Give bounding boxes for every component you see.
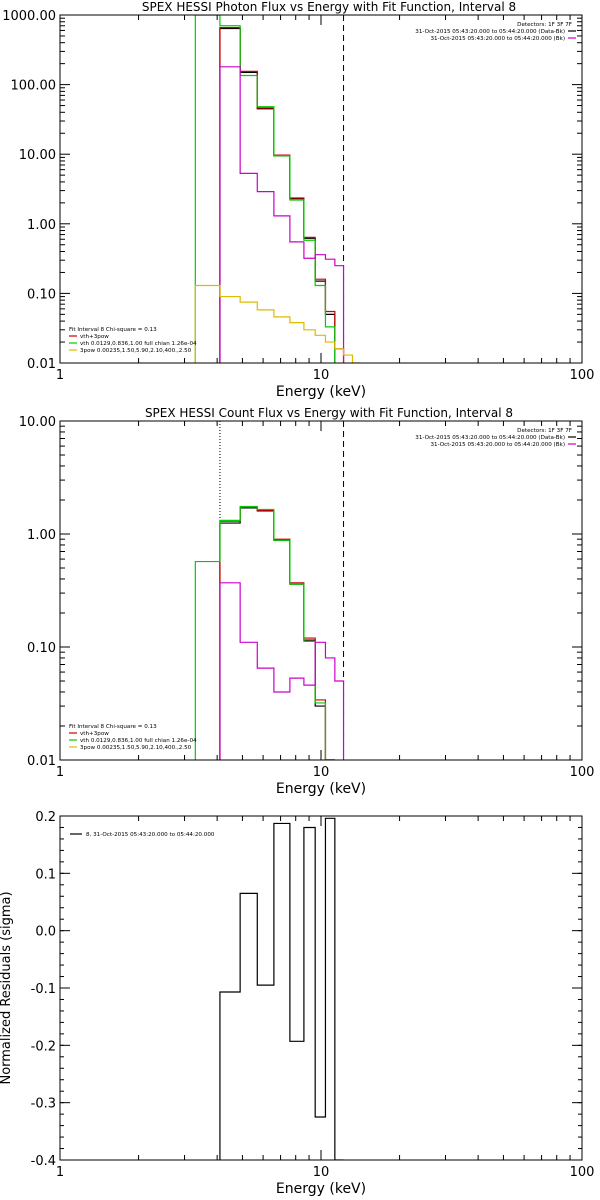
y-tick-label: 1.00 bbox=[27, 528, 56, 543]
legend-entry-text: vth 0.0129,0.836,1.00 full chian 1.26e-0… bbox=[80, 738, 197, 744]
y-tick-label: 10.00 bbox=[19, 148, 56, 163]
y-axis-label: Normalized Residuals (sigma) bbox=[0, 891, 14, 1084]
series-group bbox=[194, 15, 361, 363]
y-tick-label: -0.3 bbox=[31, 1097, 56, 1112]
chart-title: SPEX HESSI Count Flux vs Energy with Fit… bbox=[145, 406, 513, 420]
x-tick-label: 10 bbox=[313, 368, 330, 383]
y-tick-label: 0.2 bbox=[35, 810, 56, 825]
chart-panel-2: SPEX HESSI Count Flux vs Energy with Fit… bbox=[19, 406, 595, 797]
legend-entry-text: 31-Oct-2015 05:43:20.000 to 05:44:20.000… bbox=[430, 442, 565, 448]
legend-entry-text: vth 0.0129,0.836,1.00 full chian 1.26e-0… bbox=[80, 341, 197, 347]
legend-entry-text: vth+3pow bbox=[80, 731, 109, 737]
x-tick-label: 10 bbox=[313, 765, 330, 780]
x-tick-label: 100 bbox=[570, 368, 595, 383]
y-tick-label: 0.10 bbox=[27, 287, 56, 302]
legend-entry-text: 31-Oct-2015 05:43:20.000 to 05:44:20.000… bbox=[415, 435, 565, 441]
series-line-3 bbox=[194, 15, 336, 363]
x-tick-label: 100 bbox=[570, 1165, 595, 1180]
legend-entry-text: Fit Interval 8 Chi-square = 0.13 bbox=[69, 327, 157, 333]
x-tick-label: 10 bbox=[313, 1165, 330, 1180]
x-axis-label: Energy (keV) bbox=[276, 1181, 366, 1197]
legend-entry-text: vth+3pow bbox=[80, 334, 109, 340]
x-tick-label: 1 bbox=[56, 765, 64, 780]
x-axis-label: Energy (keV) bbox=[276, 384, 366, 400]
legend-entry-text: Detectors: 1F 3F 7F bbox=[517, 428, 572, 434]
series-group bbox=[194, 505, 345, 760]
y-tick-label: 1000.00 bbox=[2, 9, 56, 24]
y-tick-label: -0.1 bbox=[31, 982, 56, 997]
y-tick-label: -0.2 bbox=[31, 1039, 56, 1054]
y-tick-label: 100.00 bbox=[11, 79, 57, 94]
series-line-1 bbox=[219, 817, 344, 1160]
chart-title: SPEX HESSI Photon Flux vs Energy with Fi… bbox=[142, 0, 516, 14]
legend-entry-text: 3pow 0.00235,1.50,5.90,2.10,400.,2.50 bbox=[80, 745, 192, 751]
series-group bbox=[219, 817, 344, 1160]
x-axis-label: Energy (keV) bbox=[276, 781, 366, 797]
legend-entry-text: Detectors: 1F 3F 7F bbox=[517, 22, 572, 28]
series-line-4 bbox=[219, 582, 345, 760]
legend-entry-text: 3pow 0.00235,1.50,5.90,2.10,400.,2.50 bbox=[80, 348, 192, 354]
series-line-3 bbox=[194, 505, 335, 760]
legend-entry-text: 8, 31-Oct-2015 05:43:20.000 to 05:44:20.… bbox=[86, 832, 215, 838]
y-tick-label: 1.00 bbox=[27, 218, 56, 233]
x-tick-label: 1 bbox=[56, 368, 64, 383]
y-tick-label: 0.01 bbox=[27, 754, 56, 769]
y-tick-label: 10.00 bbox=[19, 415, 56, 430]
series-line-2 bbox=[219, 26, 345, 363]
chart-panel-1: SPEX HESSI Photon Flux vs Energy with Fi… bbox=[2, 0, 594, 400]
series-line-5 bbox=[194, 284, 361, 363]
y-tick-label: 0.01 bbox=[27, 357, 56, 372]
legend-entry-text: 31-Oct-2015 05:43:20.000 to 05:44:20.000… bbox=[415, 29, 565, 35]
x-tick-label: 1 bbox=[56, 1165, 64, 1180]
y-tick-label: -0.4 bbox=[31, 1154, 56, 1169]
series-line-4 bbox=[219, 66, 345, 363]
y-tick-label: 0.1 bbox=[35, 867, 56, 882]
y-tick-label: 0.0 bbox=[35, 925, 56, 940]
chart-panel-3: 1 10 100 Energy (keV) -0.4 -0.3 -0.2 -0.1 0.0 0.1… bbox=[0, 810, 594, 1197]
y-tick-label: 0.10 bbox=[27, 641, 56, 656]
legend-entry-text: 31-Oct-2015 05:43:20.000 to 05:44:20.000… bbox=[430, 36, 565, 42]
x-tick-label: 100 bbox=[570, 765, 595, 780]
legend-entry-text: Fit Interval 8 Chi-square = 0.13 bbox=[69, 724, 157, 730]
